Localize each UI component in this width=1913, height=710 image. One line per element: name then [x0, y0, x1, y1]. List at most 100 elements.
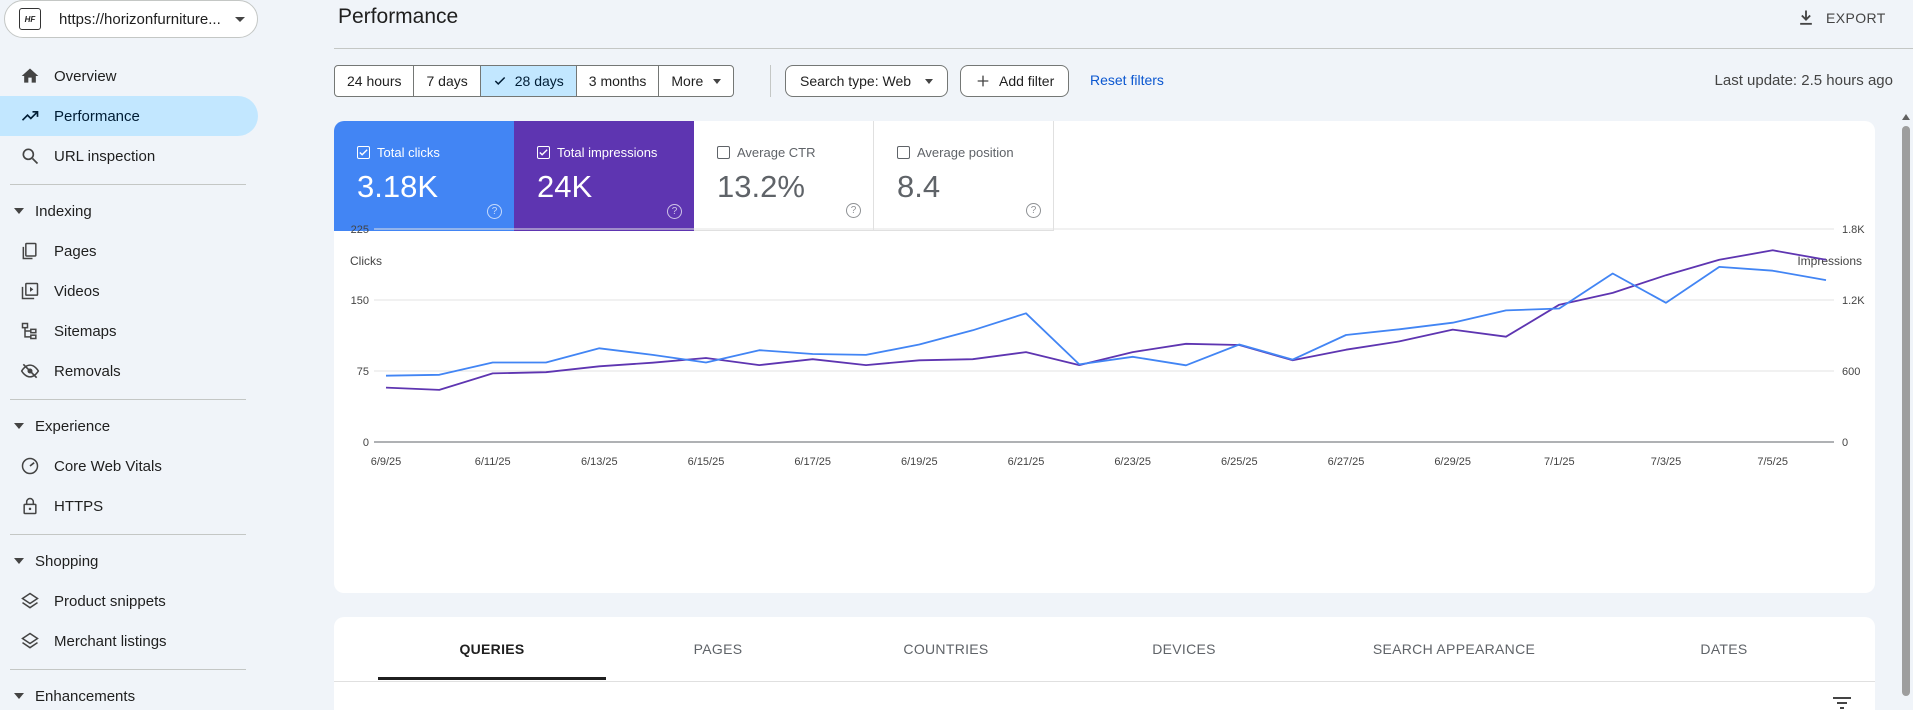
help-icon[interactable]: ? — [846, 203, 861, 218]
performance-chart[interactable]: 0 75 150 225 0 600 1.2K 1.8K 6/9/25 6/11/25 6/13… — [334, 121, 1875, 593]
check-icon — [494, 76, 505, 85]
sidebar-item-core-web-vitals[interactable]: Core Web Vitals — [0, 446, 258, 486]
divider — [10, 399, 246, 400]
search-type-filter[interactable]: Search type: Web — [785, 65, 949, 97]
range-more[interactable]: More — [659, 66, 733, 96]
add-filter-button[interactable]: Add filter — [960, 65, 1070, 97]
sidebar: HF https://horizonfurniture... Overview … — [0, 0, 258, 710]
checkbox-checked-icon[interactable] — [537, 146, 550, 159]
range-3-months[interactable]: 3 months — [577, 66, 660, 96]
divider — [10, 669, 246, 670]
property-selector[interactable]: HF https://horizonfurniture... — [4, 0, 258, 38]
last-update-text: Last update: 2.5 hours ago — [1714, 72, 1893, 89]
sidebar-item-label: Product snippets — [54, 592, 166, 610]
home-icon — [20, 66, 40, 86]
x-tick-label: 6/21/25 — [1008, 456, 1045, 468]
active-tab-indicator — [378, 677, 606, 680]
metric-label: Average CTR — [737, 145, 816, 160]
metric-value: 13.2% — [717, 169, 805, 204]
sidebar-item-removals[interactable]: Removals — [0, 351, 258, 391]
sidebar-item-pages[interactable]: Pages — [0, 231, 258, 271]
metric-total-clicks[interactable]: Total clicks 3.18K ? — [334, 121, 514, 231]
sidebar-item-videos[interactable]: Videos — [0, 271, 258, 311]
tab-dates[interactable]: DATES — [1700, 641, 1748, 657]
page-title: Performance — [338, 5, 459, 28]
export-label: EXPORT — [1826, 10, 1886, 26]
trending-up-icon — [20, 106, 40, 126]
checkbox-unchecked-icon[interactable] — [897, 146, 910, 159]
chevron-down-icon — [925, 78, 934, 84]
metric-value: 3.18K — [357, 169, 439, 204]
metric-average-position[interactable]: Average position 8.4 ? — [874, 121, 1054, 231]
section-experience[interactable]: Experience — [0, 410, 258, 442]
layers-icon — [20, 591, 40, 611]
collapse-icon — [14, 423, 24, 429]
divider — [770, 65, 771, 97]
y-tick-label-right: 1.8K — [1842, 224, 1865, 236]
help-icon[interactable]: ? — [487, 204, 502, 219]
x-tick-label: 6/9/25 — [371, 456, 402, 468]
x-tick-label: 7/5/25 — [1757, 456, 1788, 468]
tab-search-appearance[interactable]: SEARCH APPEARANCE — [1372, 641, 1536, 657]
reset-filters-link[interactable]: Reset filters — [1090, 72, 1164, 88]
help-icon[interactable]: ? — [1026, 203, 1041, 218]
sidebar-item-label: URL inspection — [54, 147, 156, 165]
tab-pages[interactable]: PAGES — [693, 641, 743, 657]
tab-devices[interactable]: DEVICES — [1152, 641, 1216, 657]
dimension-tabs: QUERIES PAGES COUNTRIES DEVICES SEARCH A… — [334, 617, 1875, 710]
sidebar-item-https[interactable]: HTTPS — [0, 486, 258, 526]
tab-countries[interactable]: COUNTRIES — [903, 641, 989, 657]
chip-label: Add filter — [999, 73, 1055, 89]
y-tick-label-left: 0 — [363, 437, 369, 449]
tab-queries[interactable]: QUERIES — [459, 641, 525, 657]
section-indexing[interactable]: Indexing — [0, 195, 258, 227]
section-label: Indexing — [35, 202, 92, 220]
metric-value: 24K — [537, 169, 593, 204]
layers-icon — [20, 631, 40, 651]
sidebar-item-label: HTTPS — [54, 497, 104, 515]
sidebar-item-url-inspection[interactable]: URL inspection — [0, 136, 258, 176]
metric-label: Total impressions — [557, 145, 658, 160]
checkbox-unchecked-icon[interactable] — [717, 146, 730, 159]
chevron-down-icon — [713, 78, 722, 84]
scroll-thumb[interactable] — [1902, 126, 1910, 696]
sidebar-item-sitemaps[interactable]: Sitemaps — [0, 311, 258, 351]
sidebar-item-label: Sitemaps — [54, 322, 117, 340]
series-line-impressions[interactable] — [385, 249, 1827, 391]
export-button[interactable]: EXPORT — [1796, 5, 1886, 31]
metric-value: 8.4 — [897, 169, 941, 204]
metric-total-impressions[interactable]: Total impressions 24K ? — [514, 121, 694, 231]
y-tick-label-left: 150 — [351, 295, 369, 307]
y-tick-label-left: 75 — [357, 366, 369, 378]
property-logo: HF — [19, 8, 41, 30]
range-7-days[interactable]: 7 days — [414, 66, 481, 96]
range-label: More — [671, 73, 704, 89]
help-icon[interactable]: ? — [667, 204, 682, 219]
section-enhancements[interactable]: Enhancements — [0, 680, 258, 710]
lock-icon — [20, 496, 40, 516]
x-tick-label: 6/17/25 — [794, 456, 831, 468]
pages-icon — [20, 241, 40, 261]
sidebar-item-product-snippets[interactable]: Product snippets — [0, 581, 258, 621]
scrollbar[interactable] — [1899, 112, 1913, 710]
section-shopping[interactable]: Shopping — [0, 545, 258, 577]
section-label: Experience — [35, 417, 111, 435]
sidebar-item-overview[interactable]: Overview — [0, 56, 258, 96]
section-label: Enhancements — [35, 687, 136, 705]
download-icon — [1800, 10, 1812, 25]
sidebar-item-label: Videos — [54, 282, 100, 300]
checkbox-checked-icon[interactable] — [357, 146, 370, 159]
metric-average-ctr[interactable]: Average CTR 13.2% ? — [694, 121, 874, 231]
performance-card: Total clicks 3.18K ? Total impressions 2… — [334, 121, 1875, 593]
range-28-days[interactable]: 28 days — [480, 66, 577, 96]
sidebar-item-label: Merchant listings — [54, 632, 167, 650]
range-24-hours[interactable]: 24 hours — [335, 66, 415, 96]
series-line-clicks[interactable] — [385, 265, 1827, 377]
sidebar-item-merchant-listings[interactable]: Merchant listings — [0, 621, 258, 661]
x-tick-label: 7/3/25 — [1651, 456, 1682, 468]
sidebar-item-label: Overview — [54, 67, 117, 85]
sidebar-item-performance[interactable]: Performance — [0, 96, 258, 136]
sitemap-icon — [20, 321, 40, 341]
scroll-up-icon[interactable] — [1902, 114, 1910, 120]
filter-list-icon[interactable] — [1832, 696, 1852, 710]
